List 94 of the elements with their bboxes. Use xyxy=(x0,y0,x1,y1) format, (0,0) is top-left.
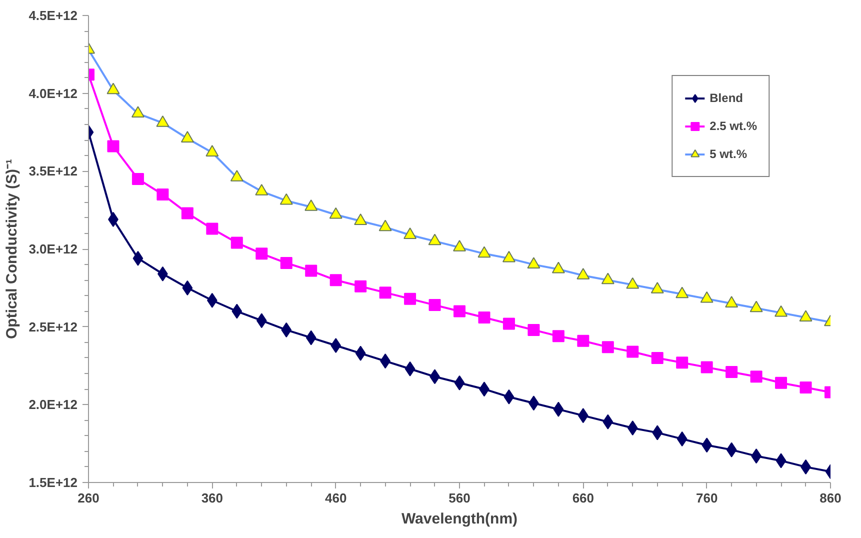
point xyxy=(552,262,565,274)
point xyxy=(676,431,688,446)
point xyxy=(601,272,614,284)
point xyxy=(553,402,564,417)
point xyxy=(528,324,540,336)
point xyxy=(776,453,786,468)
point xyxy=(404,292,416,305)
point xyxy=(404,361,416,376)
point xyxy=(281,322,292,338)
y-axis-title: Optical Conductivity (S)⁻¹ xyxy=(4,158,21,339)
x-tick-label: 760 xyxy=(696,490,718,506)
x-tick-label: 660 xyxy=(572,490,594,506)
point xyxy=(156,115,170,127)
point xyxy=(354,280,367,292)
point xyxy=(181,207,194,220)
point xyxy=(182,280,193,296)
point xyxy=(454,305,466,318)
point xyxy=(132,250,144,266)
point xyxy=(552,330,564,342)
x-axis-title: Wavelength(nm) xyxy=(401,510,518,528)
point xyxy=(230,236,243,249)
point xyxy=(256,313,267,328)
point xyxy=(800,382,812,394)
point xyxy=(304,200,318,211)
point xyxy=(106,82,120,94)
y-tick-label: 4.0E+12 xyxy=(28,86,78,101)
point xyxy=(428,234,442,246)
point xyxy=(750,300,763,312)
point xyxy=(726,366,738,378)
point xyxy=(725,296,738,308)
point xyxy=(107,140,120,152)
point xyxy=(180,131,194,142)
y-tick-label: 2.0E+12 xyxy=(28,397,78,412)
y-tick-label: 3.0E+12 xyxy=(28,242,78,256)
legend-label: 2.5 wt.% xyxy=(710,119,757,133)
point xyxy=(355,346,366,361)
point xyxy=(453,240,466,252)
point xyxy=(774,305,788,317)
point xyxy=(626,277,640,289)
x-tick-label: 860 xyxy=(820,490,842,506)
point xyxy=(502,318,515,330)
point xyxy=(305,264,318,277)
point xyxy=(131,106,144,118)
point xyxy=(726,442,737,458)
point xyxy=(650,282,664,294)
y-tick-label: 3.5E+12 xyxy=(28,164,78,179)
point xyxy=(378,220,392,232)
point xyxy=(232,304,242,319)
point xyxy=(404,228,417,239)
point xyxy=(428,299,441,312)
point xyxy=(602,341,614,354)
point xyxy=(576,268,590,280)
point xyxy=(527,257,540,269)
point xyxy=(256,248,268,260)
y-tick-label: 2.5E+12 xyxy=(28,319,78,334)
point xyxy=(700,361,713,374)
point xyxy=(354,214,368,225)
point xyxy=(700,291,714,303)
point xyxy=(652,425,663,440)
point xyxy=(502,250,516,262)
point xyxy=(627,420,638,436)
point xyxy=(676,356,688,369)
point xyxy=(206,145,219,156)
x-tick-label: 560 xyxy=(448,490,470,506)
point xyxy=(280,193,293,205)
point xyxy=(329,207,342,219)
legend-label: Blend xyxy=(710,91,743,105)
point xyxy=(132,172,144,185)
point xyxy=(577,334,590,347)
y-tick-label: 4.5E+12 xyxy=(28,8,78,23)
point xyxy=(626,346,639,358)
point xyxy=(676,286,689,298)
point xyxy=(454,375,465,390)
point xyxy=(255,184,268,196)
x-tick-label: 260 xyxy=(78,490,100,506)
point xyxy=(306,330,316,346)
point xyxy=(206,222,218,235)
point xyxy=(775,376,788,389)
point xyxy=(504,389,514,404)
legend-label: 5 wt.% xyxy=(710,147,747,161)
point xyxy=(230,170,244,182)
x-tick-label: 360 xyxy=(201,490,224,506)
point xyxy=(330,274,342,286)
point xyxy=(280,257,292,270)
point xyxy=(478,246,491,258)
point xyxy=(379,286,392,299)
point xyxy=(799,310,812,322)
point xyxy=(156,188,169,201)
point xyxy=(602,414,614,430)
y-tick-label: 1.5E+12 xyxy=(28,475,78,490)
point xyxy=(478,311,490,324)
point xyxy=(750,370,762,383)
x-tick-label: 460 xyxy=(324,490,347,506)
point xyxy=(651,352,664,364)
